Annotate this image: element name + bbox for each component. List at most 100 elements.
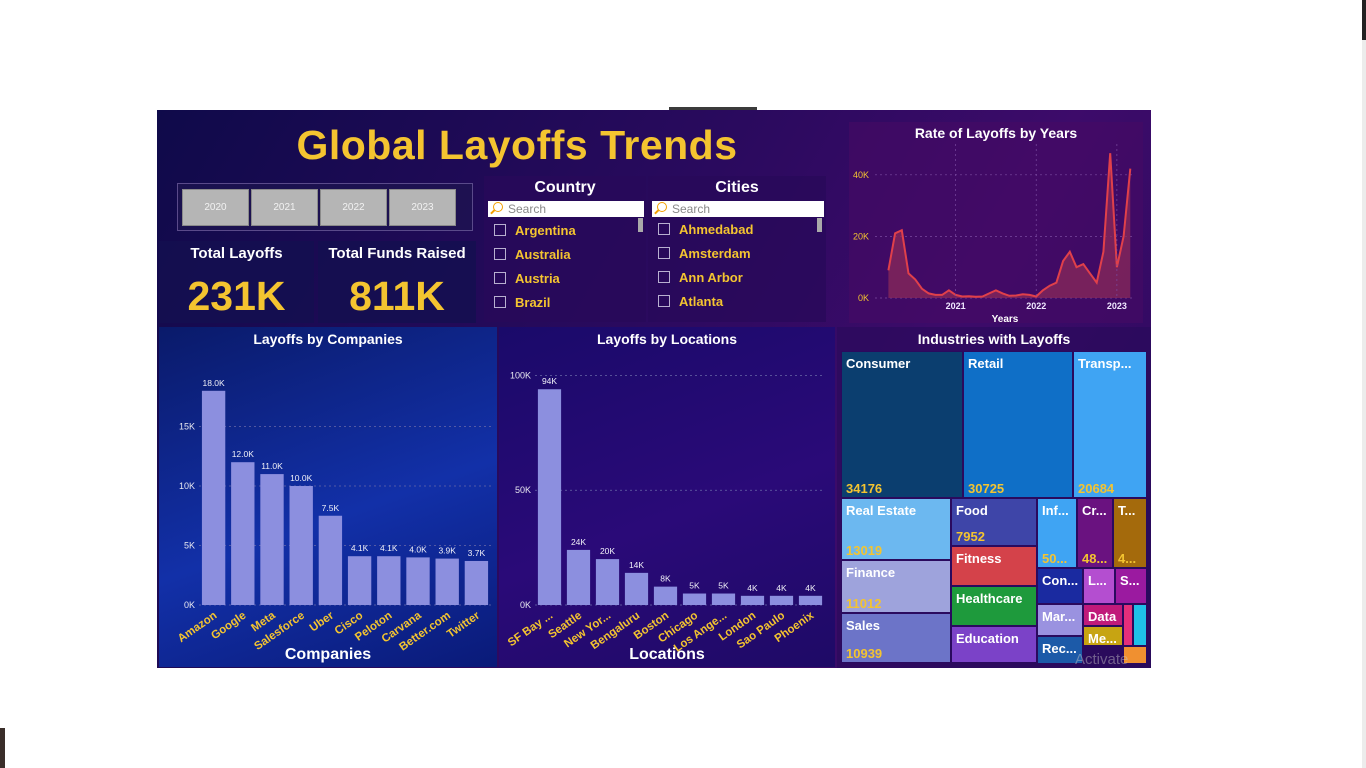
bar xyxy=(711,593,736,605)
year-button-2020[interactable]: 2020 xyxy=(182,189,249,226)
treemap-cell[interactable]: Data xyxy=(1083,604,1123,626)
companies-chart-title: Layoffs by Companies xyxy=(253,331,403,347)
treemap-cell[interactable]: Food 7952 xyxy=(951,498,1037,546)
country-option[interactable]: Austria xyxy=(494,268,560,288)
y-tick-label: 0K xyxy=(520,600,531,610)
checkbox[interactable] xyxy=(494,272,506,284)
data-label: 5K xyxy=(689,581,700,591)
series-line xyxy=(887,153,1132,298)
treemap-cell[interactable] xyxy=(1123,646,1147,664)
search-icon xyxy=(657,202,667,212)
treemap-cell[interactable]: Consumer 34176 xyxy=(841,351,963,498)
city-option[interactable]: Amsterdam xyxy=(658,243,751,263)
city-option[interactable]: Ann Arbor xyxy=(658,267,743,287)
dashboard-canvas: Global Layoffs Trends 2020 2021 2022 202… xyxy=(157,110,1151,668)
country-option[interactable]: Australia xyxy=(494,244,571,264)
treemap-cell[interactable]: Transp... 20684 xyxy=(1073,351,1147,498)
window-edge-bottom xyxy=(0,728,5,768)
city-option-label: Ahmedabad xyxy=(679,221,754,237)
data-label: 7.5K xyxy=(322,503,340,513)
checkbox[interactable] xyxy=(494,224,506,236)
country-filter-title: Country xyxy=(534,179,596,196)
country-search-input[interactable]: Search xyxy=(488,201,644,217)
treemap-cell[interactable]: Con... xyxy=(1037,568,1083,604)
treemap-cell-label: Con... xyxy=(1042,573,1079,588)
treemap-cell[interactable]: Education xyxy=(951,626,1037,663)
search-icon xyxy=(493,202,503,212)
treemap-cell-label: Sales xyxy=(846,618,880,633)
companies-chart: 0K5K10K15K18.0KAmazon12.0KGoogle11.0KMet… xyxy=(176,378,491,654)
treemap-cell-value: 30725 xyxy=(968,481,1005,496)
data-label: 4K xyxy=(776,583,787,593)
year-button-2023[interactable]: 2023 xyxy=(389,189,456,226)
area-fill xyxy=(888,153,1131,298)
treemap-cell[interactable]: L... xyxy=(1083,568,1115,604)
treemap-cell[interactable]: Cr... 48... xyxy=(1077,498,1113,568)
data-label: 4.1K xyxy=(351,543,369,553)
locations-chart-panel: Layoffs by Locations 0K 50K 100K 94K SF Bay … xyxy=(499,327,835,667)
data-label: 4K xyxy=(805,583,816,593)
treemap-cell[interactable]: Healthcare xyxy=(951,586,1037,626)
bar xyxy=(289,486,313,605)
treemap-cell[interactable]: Rec... xyxy=(1037,636,1083,664)
industries-treemap: Consumer 34176 Retail 30725 Transp... 20684 Re… xyxy=(837,327,1151,668)
city-option[interactable]: Ahmedabad xyxy=(658,219,753,239)
treemap-cell[interactable]: Finance 11012 xyxy=(841,560,951,613)
bar xyxy=(318,515,343,605)
treemap-cell-label: Healthcare xyxy=(956,591,1023,606)
bar xyxy=(377,556,401,605)
treemap-cell[interactable]: Real Estate 13019 xyxy=(841,498,951,560)
city-search-input[interactable]: Search xyxy=(652,201,824,217)
bar xyxy=(537,389,562,605)
year-button-2021[interactable]: 2021 xyxy=(251,189,318,226)
country-option[interactable]: Brazil xyxy=(494,292,550,312)
city-scrollbar[interactable] xyxy=(817,218,822,232)
treemap-cell[interactable]: Mar... xyxy=(1037,604,1083,636)
bar xyxy=(260,474,284,605)
total-layoffs-value: 231K xyxy=(187,273,286,319)
checkbox[interactable] xyxy=(494,296,506,308)
x-tick-label: 2022 xyxy=(1026,301,1046,311)
checkbox[interactable] xyxy=(658,247,670,259)
city-option[interactable]: Atlanta xyxy=(658,291,723,311)
data-label: 20K xyxy=(600,546,615,556)
treemap-cell[interactable]: S... xyxy=(1115,568,1147,604)
treemap-cell-label: Cr... xyxy=(1082,503,1107,518)
treemap-cell[interactable]: Inf... 50... xyxy=(1037,498,1077,568)
data-label: 3.9K xyxy=(438,546,456,556)
y-tick-label: 10K xyxy=(179,481,195,491)
checkbox[interactable] xyxy=(658,223,670,235)
country-scrollbar[interactable] xyxy=(638,218,643,232)
year-button-2022[interactable]: 2022 xyxy=(320,189,387,226)
treemap-cell-label: Mar... xyxy=(1042,609,1076,624)
treemap-cell[interactable] xyxy=(1123,604,1133,646)
treemap-cell-label: Fitness xyxy=(956,551,1002,566)
bar xyxy=(347,556,372,605)
data-label: 11.0K xyxy=(261,461,283,471)
treemap-cell[interactable]: Me... xyxy=(1083,626,1123,646)
city-option-label: Amsterdam xyxy=(679,245,751,261)
treemap-cell[interactable]: T... 4... xyxy=(1113,498,1147,568)
year-slicer: 2020 2021 2022 2023 xyxy=(177,183,473,231)
country-option[interactable]: Argentina xyxy=(494,220,576,240)
treemap-cell[interactable]: Fitness xyxy=(951,546,1037,586)
checkbox[interactable] xyxy=(494,248,506,260)
x-tick-label: 2023 xyxy=(1107,301,1127,311)
treemap-cell[interactable]: Retail 30725 xyxy=(963,351,1073,498)
data-label: 5K xyxy=(718,581,729,591)
data-label: 10.0K xyxy=(290,473,313,483)
treemap-cell-label: Data xyxy=(1088,609,1117,624)
x-tick-label: 2021 xyxy=(946,301,966,311)
data-label: 4.1K xyxy=(380,543,398,553)
treemap-cell-value: 48... xyxy=(1082,551,1108,566)
checkbox[interactable] xyxy=(658,295,670,307)
data-label: 24K xyxy=(571,537,586,547)
checkbox[interactable] xyxy=(658,271,670,283)
treemap-cell[interactable] xyxy=(1133,604,1147,646)
treemap-cell-value: 13019 xyxy=(846,543,883,558)
total-funds-value: 811K xyxy=(349,273,445,319)
treemap-cell[interactable]: Sales 10939 xyxy=(841,613,951,663)
x-tick-label: Uber xyxy=(308,609,337,634)
bar xyxy=(653,586,678,605)
